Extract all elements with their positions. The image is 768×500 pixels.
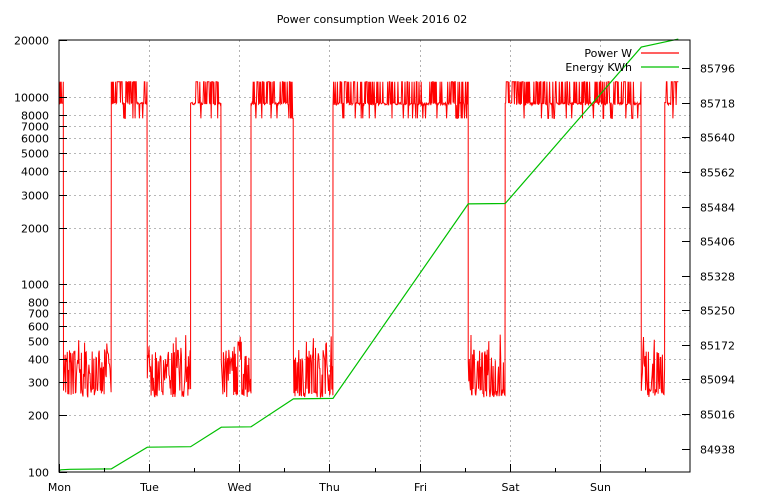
y-tick-label: 700 <box>28 308 49 321</box>
y-tick-label: 3000 <box>21 190 49 203</box>
y-tick-label: 500 <box>28 336 49 349</box>
y2-tick-label: 85016 <box>700 409 735 422</box>
y2-tick-label: 85406 <box>700 236 735 249</box>
y-tick-label: 600 <box>28 321 49 334</box>
y2-tick-label: 85172 <box>700 340 735 353</box>
plot-frame <box>58 39 691 473</box>
y2-tick-label: 85250 <box>700 305 735 318</box>
y-tick-label: 200 <box>28 410 49 423</box>
energy-series-line <box>58 38 679 472</box>
legend-label: Power W <box>584 47 632 60</box>
x-tick-label: Fri <box>414 481 427 494</box>
y-tick-label: 7000 <box>21 121 49 134</box>
y2-tick-label: 85094 <box>700 374 735 387</box>
y2-tick-label: 85640 <box>700 132 735 145</box>
y-tick-label: 6000 <box>21 133 49 146</box>
y-tick-label: 100 <box>28 467 49 480</box>
y-tick-label: 10000 <box>14 92 49 105</box>
y2-tick-label: 85796 <box>700 63 735 76</box>
y2-tick-label: 84938 <box>700 444 735 457</box>
y-tick-label: 4000 <box>21 166 49 179</box>
y-tick-label: 5000 <box>21 148 49 161</box>
series-layer <box>58 38 679 472</box>
x-tick-label: Tue <box>139 481 159 494</box>
power-series-line <box>58 81 679 399</box>
chart-title: Power consumption Week 2016 02 <box>277 13 468 26</box>
y-tick-label: 8000 <box>21 110 49 123</box>
x-tick-label: Mon <box>48 481 71 494</box>
y-tick-label: 1000 <box>21 279 49 292</box>
y2-tick-label: 85718 <box>700 98 735 111</box>
y-tick-label: 400 <box>28 354 49 367</box>
y-tick-label: 800 <box>28 297 49 310</box>
grid-layer <box>59 40 690 472</box>
x-tick-label: Sun <box>590 481 611 494</box>
y2-tick-label: 85484 <box>700 202 735 215</box>
y2-tick-label: 85562 <box>700 167 735 180</box>
x-tick-label: Wed <box>228 481 252 494</box>
y-tick-label: 2000 <box>21 223 49 236</box>
y-tick-label: 20000 <box>14 35 49 48</box>
x-tick-label: Sat <box>501 481 520 494</box>
y-tick-label: 300 <box>28 377 49 390</box>
x-tick-label: Thu <box>318 481 340 494</box>
legend-label: Energy KWh <box>565 61 632 74</box>
y2-tick-label: 85328 <box>700 271 735 284</box>
